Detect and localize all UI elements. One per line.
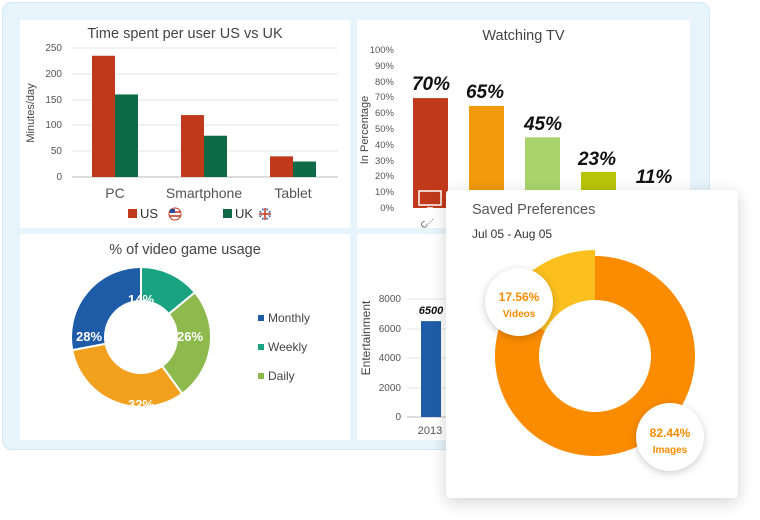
time-tick: 100 — [45, 120, 62, 131]
images-label: Images — [653, 445, 688, 456]
time-xlabel-pc: PC — [105, 185, 124, 201]
tv-tick: 20% — [375, 171, 395, 182]
images-callout: 82.44% Images — [636, 403, 704, 471]
tv-tick: 90% — [375, 61, 395, 72]
legend-uk-swatch — [223, 209, 232, 218]
legend-monthly-label: Monthly — [268, 311, 310, 325]
legend-daily-label: Daily — [268, 369, 295, 383]
tv-data-label: 11% — [636, 167, 673, 188]
bar-us-tablet — [270, 156, 293, 177]
game-slice-2 — [71, 342, 184, 408]
time-xlabel-tablet: Tablet — [274, 185, 311, 201]
preferences-donut-chart: 17.56% Videos 82.44% Images — [485, 250, 704, 471]
tv-data-label: 45% — [523, 114, 562, 135]
legend-monthly-swatch — [258, 315, 264, 321]
game-slice-1 — [160, 290, 212, 396]
game-slice-label: 14% — [128, 292, 154, 307]
tv-tick: 0% — [380, 203, 394, 214]
game-slice-3 — [70, 265, 142, 352]
us-flag-icon — [168, 207, 182, 221]
ent-value-label: 6500 — [419, 305, 444, 317]
date-range-label: Jul 05 - Aug 05 — [472, 227, 553, 241]
ent-tick: 0 — [395, 412, 401, 423]
ent-tick: 2000 — [379, 383, 402, 394]
saved-preferences-card: Saved Preferences Jul 05 - Aug 05 17.56%… — [446, 190, 738, 498]
images-percent: 82.44% — [650, 426, 691, 440]
legend-weekly-label: Weekly — [268, 340, 307, 354]
legend-us-label: US — [140, 206, 158, 221]
tv-title: Watching TV — [482, 28, 565, 44]
tv-tick: 100% — [370, 45, 395, 56]
ent-tick: 4000 — [379, 353, 402, 364]
time-spent-panel: Time spent per user US vs UK 250 200 150… — [20, 20, 350, 228]
uk-flag-icon — [259, 208, 271, 220]
time-spent-chart: 250 200 150 100 50 0 Minutes/day PC Smar… — [25, 43, 338, 221]
legend-weekly-swatch — [258, 344, 264, 350]
tv-tick: 50% — [375, 124, 395, 135]
time-spent-title: Time spent per user US vs UK — [87, 26, 283, 42]
bar-uk-smartphone — [204, 135, 227, 177]
ent-tick: 6000 — [379, 324, 402, 335]
game-donut-chart: 14% 26% 32% 28% Monthly Weekly Daily — [70, 265, 310, 412]
bar-us-pc — [92, 55, 115, 177]
ent-xlabel: 2013 — [418, 425, 442, 437]
bar-uk-pc — [115, 94, 138, 177]
tv-tick: 30% — [375, 156, 395, 167]
tv-ylabel: In Percentage — [359, 96, 371, 165]
videos-callout: 17.56% Videos — [485, 268, 553, 336]
time-tick: 50 — [51, 146, 63, 157]
time-tick: 150 — [45, 95, 62, 106]
tv-bar-0 — [413, 98, 448, 208]
tv-tick: 40% — [375, 140, 395, 151]
tv-tick: 60% — [375, 108, 395, 119]
time-tick: 250 — [45, 43, 62, 54]
tv-data-label: 23% — [577, 149, 616, 170]
tv-data-label: 70% — [412, 74, 450, 95]
legend-uk-label: UK — [235, 206, 253, 221]
entertainment-chart: 8000 6000 4000 2000 0 Entertainment 6500… — [359, 294, 447, 437]
game-title: % of video game usage — [109, 242, 261, 258]
time-xlabel-smartphone: Smartphone — [166, 185, 242, 201]
game-slice-label: 28% — [76, 329, 102, 344]
videos-label: Videos — [503, 309, 536, 320]
tv-data-label: 65% — [466, 82, 504, 103]
time-tick: 200 — [45, 69, 62, 80]
game-slice-label: 26% — [177, 329, 203, 344]
videos-percent: 17.56% — [499, 290, 540, 304]
bar-us-smartphone — [181, 115, 204, 177]
legend-us-swatch — [128, 209, 137, 218]
time-tick: 0 — [56, 172, 62, 183]
ent-tick: 8000 — [379, 294, 402, 305]
tv-category-label: C... — [418, 213, 435, 228]
tv-icon — [418, 190, 442, 209]
time-ylabel: Minutes/day — [25, 83, 37, 143]
tv-tick: 10% — [375, 187, 395, 198]
images-slice — [495, 256, 695, 456]
ent-bar-2013 — [421, 321, 441, 417]
bar-uk-tablet — [293, 161, 316, 177]
legend-daily-swatch — [258, 373, 264, 379]
tv-tick: 70% — [375, 92, 395, 103]
game-slice-label: 32% — [128, 397, 154, 412]
video-game-panel: % of video game usage 14% 26% 32% 28% Mo… — [20, 234, 350, 440]
saved-preferences-title: Saved Preferences — [472, 202, 596, 218]
tv-tick: 80% — [375, 77, 395, 88]
ent-ylabel: Entertainment — [359, 300, 373, 375]
